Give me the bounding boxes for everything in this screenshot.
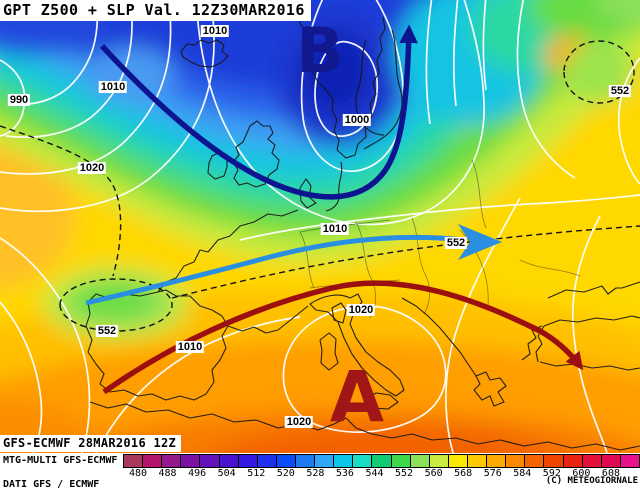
colorbar-cell — [429, 455, 449, 467]
colorbar-cell — [181, 455, 201, 467]
colorbar-cell — [372, 455, 392, 467]
colorbar-tick: 520 — [276, 468, 295, 479]
colorbar-cell — [391, 455, 411, 467]
colorbar-tick: 488 — [158, 468, 177, 479]
colorbar-tick: 480 — [128, 468, 148, 479]
colorbar-tick: 496 — [188, 468, 207, 479]
copyright-label: (C) METEOGIORNALE — [545, 476, 638, 486]
colorbar-cell — [238, 455, 258, 467]
colorbar-tick: 592 — [542, 468, 561, 479]
slp-isobar-label: 1010 — [175, 341, 205, 353]
colorbar-tick: 560 — [424, 468, 443, 479]
colorbar-cell — [410, 455, 430, 467]
colorbar-cell — [276, 455, 296, 467]
colorbar-cell — [544, 455, 564, 467]
z500-contour-label: 552 — [95, 325, 119, 337]
colorbar-tick: 608 — [601, 468, 620, 479]
slp-isobar-label: 1020 — [346, 304, 376, 316]
trough-axis-arrow — [99, 24, 419, 200]
jet-flow-arrow — [85, 234, 465, 306]
high-center-letter: A — [329, 356, 385, 439]
colorbar — [123, 454, 640, 468]
colorbar-cell — [257, 455, 277, 467]
map-area: B A 1010 990 1010 1020 1000 1010 1020 1010 1020 5… — [0, 0, 640, 453]
colorbar-cell — [620, 455, 639, 467]
colorbar-tick: 600 — [572, 468, 591, 479]
slp-isobar-label: 1010 — [320, 223, 350, 235]
colorbar-cell — [219, 455, 239, 467]
colorbar-tick: 544 — [365, 468, 384, 479]
colorbar-cell — [315, 455, 335, 467]
slp-isobar-label: 1010 — [98, 81, 128, 93]
colorbar-ticks: 480 488 496 504 512 520 528 536 544 552 560 568 576 5… — [123, 468, 640, 480]
colorbar-cell — [506, 455, 526, 467]
z500-contour-label: 552 — [444, 237, 468, 249]
colorbar-cell — [525, 455, 545, 467]
slp-isobar-label: 1020 — [77, 162, 107, 174]
colorbar-tick: 576 — [483, 468, 502, 479]
legend-footer: MTG-MULTI GFS-ECMWF DATI GFS / ECMWF (C)… — [0, 453, 640, 493]
slp-isobar-label: 1010 — [200, 25, 230, 37]
slp-isobar-label: 1000 — [342, 114, 372, 126]
colorbar-cell — [353, 455, 373, 467]
colorbar-cell — [143, 455, 163, 467]
colorbar-cell — [295, 455, 316, 467]
colorbar-tick: 504 — [217, 468, 236, 479]
slp-isobar-label: 990 — [7, 94, 31, 106]
chart-title: GPT Z500 + SLP Val. 12Z30MAR2016 — [0, 0, 311, 21]
colorbar-tick: 512 — [247, 468, 266, 479]
colorbar-cell — [601, 455, 621, 467]
colorbar-cell — [334, 455, 354, 467]
colorbar-tick: 552 — [395, 468, 414, 479]
colorbar-cell — [124, 455, 144, 467]
jet-arrowhead — [458, 224, 502, 260]
low-center-letter: B — [296, 13, 344, 87]
z500-552-contours — [0, 40, 640, 332]
model-run-label: GFS-ECMWF 28MAR2016 12Z — [0, 435, 182, 452]
colorbar-cell — [487, 455, 507, 467]
slp-isobar-label: 1020 — [284, 416, 314, 428]
z500-contour-label: 552 — [608, 85, 632, 97]
colorbar-tick: 568 — [454, 468, 473, 479]
colorbar-cell — [162, 455, 182, 467]
coastlines — [85, 0, 640, 451]
ridge-axis-arrow — [102, 280, 584, 395]
colorbar-tick: 536 — [335, 468, 354, 479]
colorbar-cell — [448, 455, 468, 467]
colorbar-tick: 528 — [306, 468, 325, 479]
model-name-label: MTG-MULTI GFS-ECMWF — [3, 455, 118, 466]
colorbar-cell — [582, 455, 602, 467]
colorbar-cell — [200, 455, 220, 467]
colorbar-cell — [467, 455, 488, 467]
annotation-arrows — [85, 24, 584, 395]
colorbar-cell — [563, 455, 583, 467]
data-source-label: DATI GFS / ECMWF — [3, 479, 100, 490]
colorbar-tick: 584 — [513, 468, 532, 479]
